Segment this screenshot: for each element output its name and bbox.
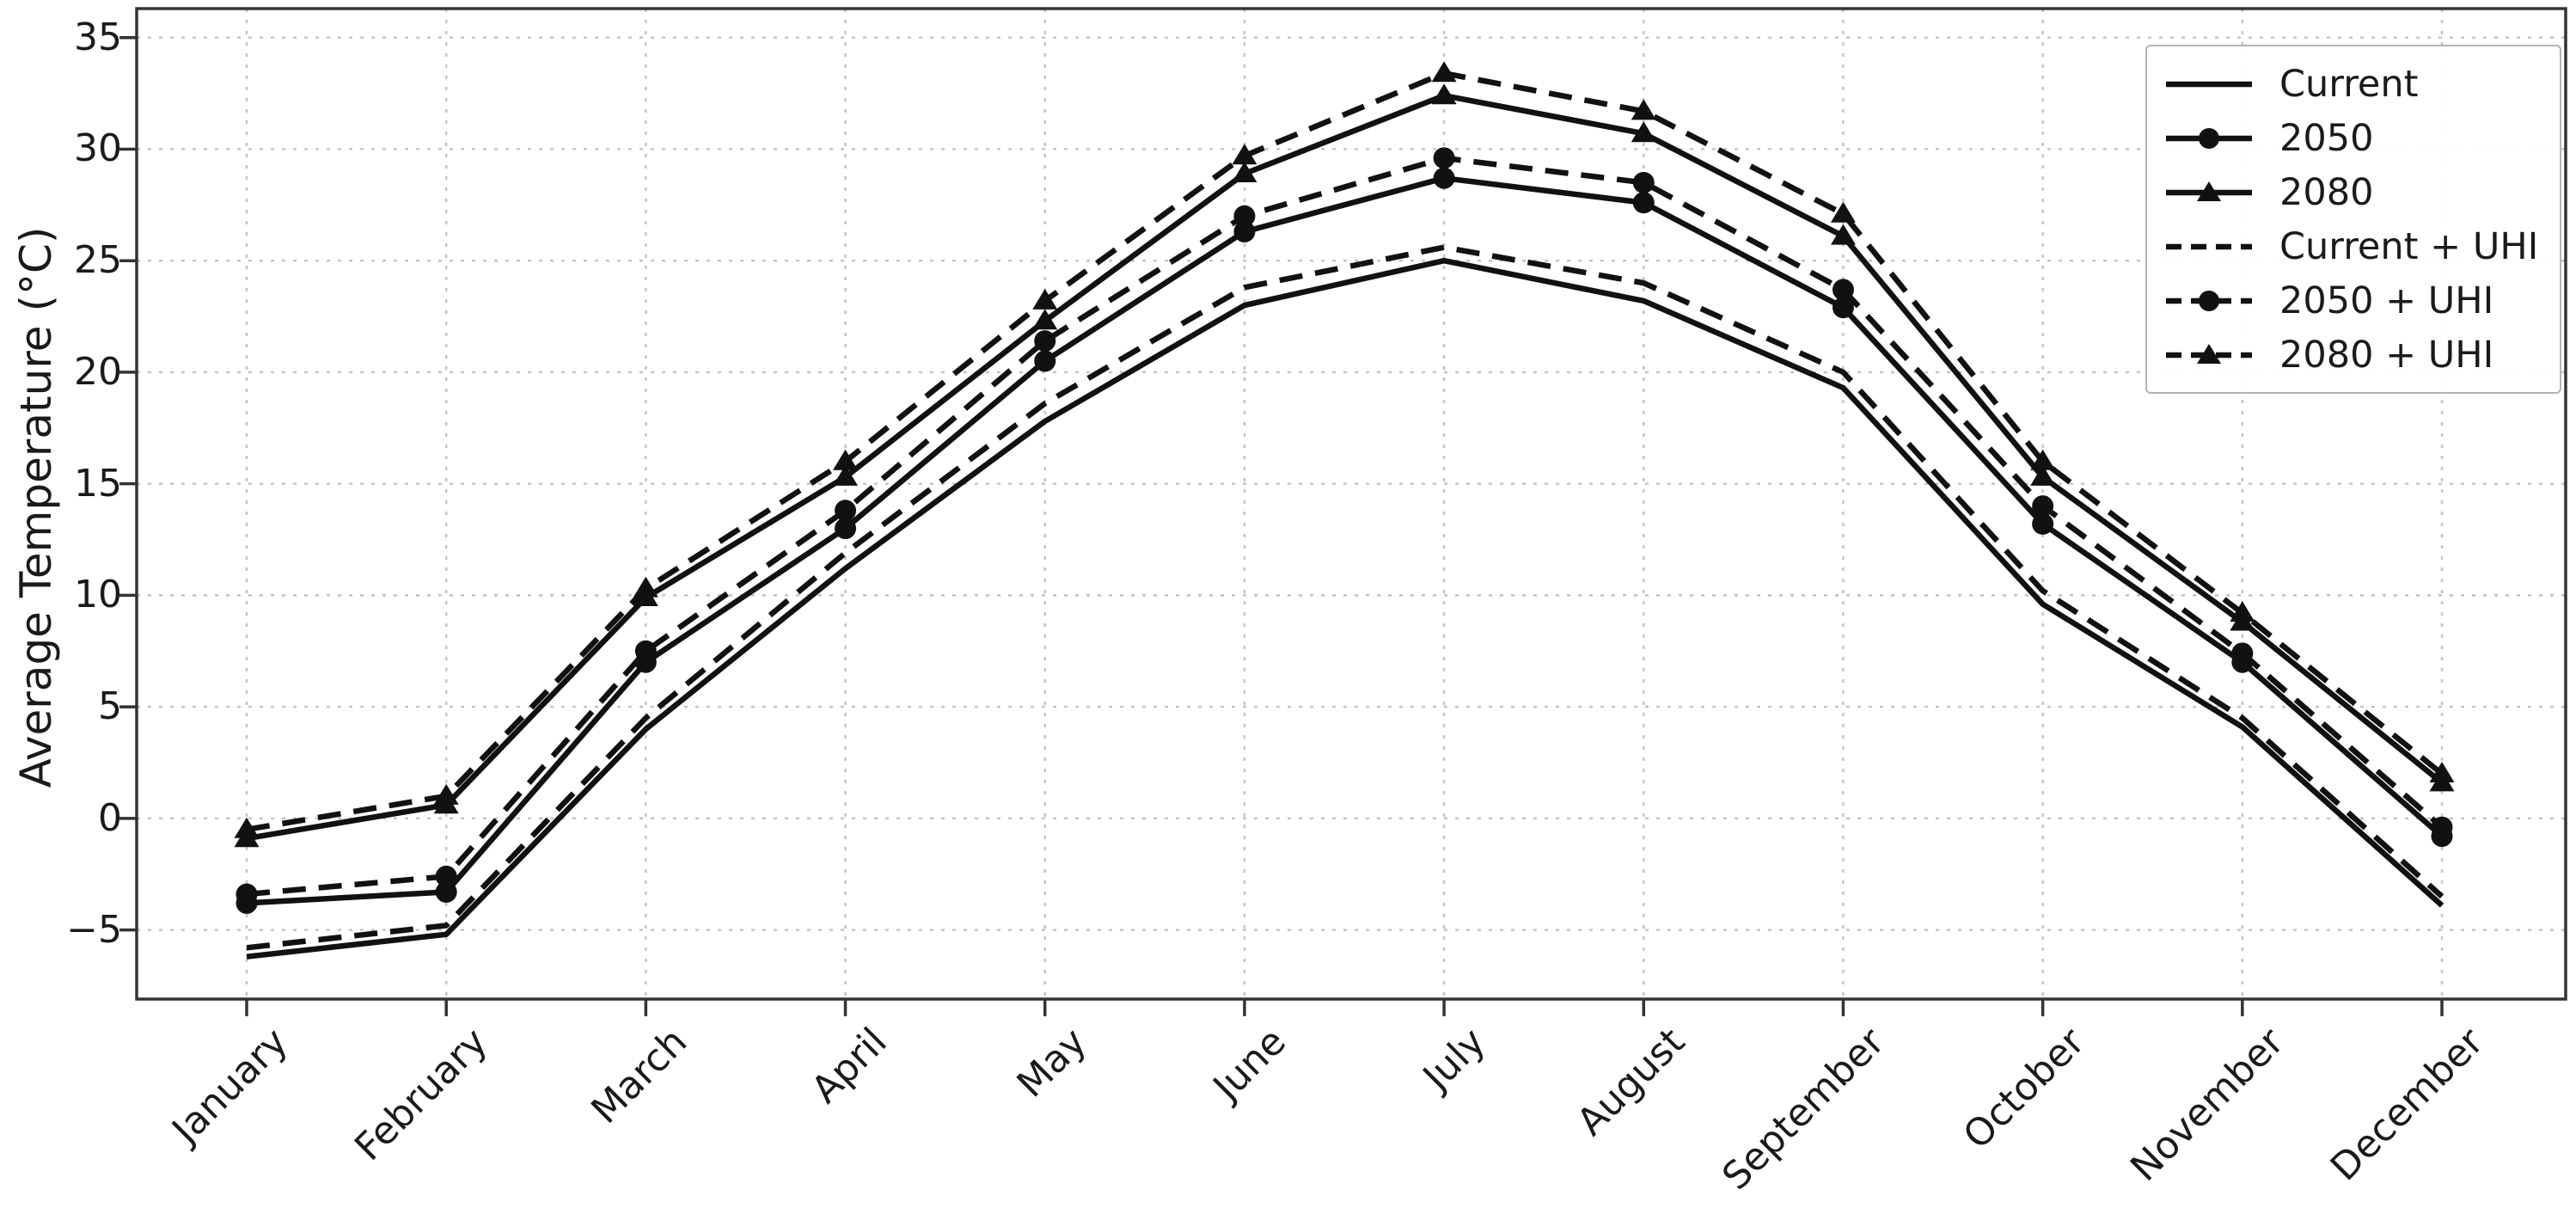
legend-label: 2050 + UHI <box>2279 279 2494 322</box>
legend-item-2080: 2080 <box>2163 165 2544 219</box>
legend-item-2050-uhi: 2050 + UHI <box>2163 273 2544 328</box>
legend-item-2050: 2050 <box>2163 111 2544 165</box>
triangle-marker <box>833 464 859 486</box>
triangle-marker <box>833 449 859 470</box>
circle-marker <box>1433 147 1455 169</box>
plot-frame <box>135 7 2567 1001</box>
triangle-marker <box>433 783 459 805</box>
circle-marker <box>1233 205 1256 227</box>
circle-marker <box>1832 279 1854 301</box>
legend-label: 2050 <box>2279 116 2374 160</box>
series-line-2080 <box>246 92 2444 842</box>
triangle-marker <box>2030 449 2056 470</box>
triangle-marker <box>2429 761 2455 782</box>
legend-label: Current + UHI <box>2279 224 2539 268</box>
triangle-marker <box>2030 464 2056 486</box>
circle-marker <box>1433 167 1455 189</box>
legend-item-current-uhi: Current + UHI <box>2163 219 2544 273</box>
legend-sample-dashed-circle <box>2166 290 2252 311</box>
circle-marker <box>1233 220 1256 242</box>
y-tick-label: 0 <box>98 795 122 840</box>
circle-marker <box>2032 495 2054 518</box>
circle-marker <box>2431 816 2453 838</box>
triangle-marker <box>1431 83 1457 105</box>
legend-label: Current <box>2279 62 2419 106</box>
series-line-2050 + UHI <box>246 155 2444 898</box>
legend-label: 2080 + UHI <box>2279 333 2494 377</box>
series-line-Current <box>246 257 2444 960</box>
triangle-marker <box>1232 162 1257 182</box>
triangle-marker <box>1631 121 1656 143</box>
series-line-Current + UHI <box>246 244 2444 951</box>
y-tick-label: 20 <box>74 349 122 394</box>
triangle-marker <box>234 817 260 838</box>
legend-sample-solid-circle <box>2166 127 2252 149</box>
legend-item-2080-uhi: 2080 + UHI <box>2163 328 2544 382</box>
triangle-marker <box>633 576 658 598</box>
y-tick-label: 35 <box>74 15 122 59</box>
triangle-marker <box>1032 309 1058 330</box>
y-tick-label: 30 <box>74 126 122 171</box>
legend-sample-solid <box>2166 81 2252 87</box>
series-line-2080 + UHI <box>246 70 2444 833</box>
legend-sample-dashed-triangle <box>2166 343 2252 364</box>
legend-label: 2080 <box>2279 170 2374 214</box>
circle-marker <box>835 518 857 540</box>
triangle-marker <box>1032 288 1058 310</box>
circle-marker <box>2032 512 2054 535</box>
legend-item-current: Current <box>2163 57 2544 111</box>
y-tick-label: 5 <box>98 684 122 729</box>
circle-marker <box>435 880 457 903</box>
circle-marker <box>435 865 457 887</box>
circle-marker <box>1034 350 1056 372</box>
circle-marker <box>1034 330 1056 353</box>
series-line-2050 <box>246 175 2444 906</box>
circle-marker <box>236 883 258 905</box>
triangle-marker <box>1830 201 1856 223</box>
triangle-marker <box>1830 224 1856 245</box>
triangle-marker <box>1232 144 1257 165</box>
circle-marker <box>2231 642 2254 665</box>
legend-sample-dashed <box>2166 243 2252 249</box>
circle-marker <box>1832 297 1854 319</box>
triangle-marker <box>1431 61 1457 83</box>
legend: Current 2050 2080 Current + UHI 2050 + UHI 20… <box>2145 45 2561 394</box>
legend-sample-solid-triangle <box>2166 181 2252 201</box>
circle-marker <box>835 500 857 522</box>
y-tick-label: 15 <box>74 461 122 506</box>
y-tick-label: −5 <box>66 907 122 952</box>
circle-marker <box>1632 171 1655 193</box>
circle-marker <box>634 640 657 662</box>
triangle-marker <box>2230 601 2255 622</box>
circle-marker <box>1632 192 1655 214</box>
y-tick-label: 10 <box>74 573 122 617</box>
triangle-marker <box>1631 99 1656 120</box>
y-tick-label: 25 <box>74 238 122 283</box>
